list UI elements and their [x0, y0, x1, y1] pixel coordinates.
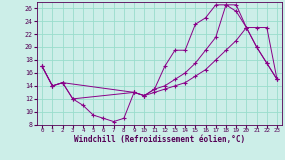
- X-axis label: Windchill (Refroidissement éolien,°C): Windchill (Refroidissement éolien,°C): [74, 135, 245, 144]
